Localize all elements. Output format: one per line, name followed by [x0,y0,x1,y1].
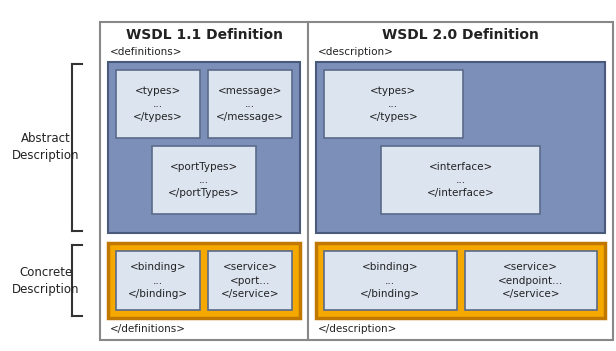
Text: <portTypes>
...
</portTypes>: <portTypes> ... </portTypes> [168,162,240,198]
Bar [208,70,292,138]
Bar [152,146,256,214]
Text: </description>: </description> [318,324,397,334]
Text: <description>: <description> [318,47,394,57]
Bar [308,22,613,340]
Text: <binding>
...
</binding>: <binding> ... </binding> [360,262,420,299]
Text: Concrete
Description: Concrete Description [12,265,79,296]
Text: <interface>
...
</interface>: <interface> ... </interface> [427,162,495,198]
Text: <service>
<port...
</service>: <service> <port... </service> [221,262,279,299]
Text: <types>
...
</types>: <types> ... </types> [133,86,183,122]
Bar [316,62,605,233]
Bar [324,251,456,310]
Text: WSDL 2.0 Definition: WSDL 2.0 Definition [382,28,539,42]
Bar [108,62,300,233]
Bar [316,243,605,318]
Text: WSDL 1.1 Definition: WSDL 1.1 Definition [126,28,283,42]
Bar [116,251,200,310]
Bar [116,70,200,138]
Bar [100,22,308,340]
Text: </definitions>: </definitions> [110,324,186,334]
Text: <definitions>: <definitions> [110,47,182,57]
Text: <types>
...
</types>: <types> ... </types> [368,86,418,122]
Text: Abstract
Description: Abstract Description [12,132,79,163]
Bar [381,146,540,214]
Bar [208,251,292,310]
Bar [108,243,300,318]
Bar [464,251,597,310]
Text: <binding>
...
</binding>: <binding> ... </binding> [128,262,188,299]
Text: <service>
<endpoint...
</service>: <service> <endpoint... </service> [498,262,564,299]
Bar [324,70,463,138]
Text: <message>
...
</message>: <message> ... </message> [216,86,284,122]
